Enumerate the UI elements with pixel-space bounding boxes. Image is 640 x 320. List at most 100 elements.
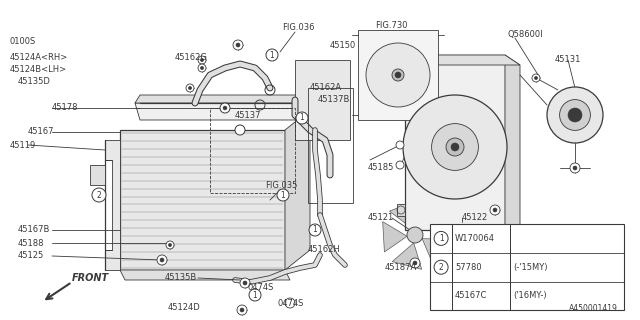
Text: 45150: 45150 — [330, 41, 356, 50]
Bar — [405, 55, 505, 230]
Circle shape — [223, 106, 227, 110]
Polygon shape — [90, 165, 105, 185]
Text: 0100S: 0100S — [10, 37, 36, 46]
Circle shape — [240, 308, 244, 312]
Text: 45185: 45185 — [368, 164, 394, 172]
Bar — [308, 88, 353, 203]
Bar — [120, 130, 285, 270]
Circle shape — [198, 56, 206, 64]
Text: FIG.730: FIG.730 — [375, 20, 408, 29]
Text: 45119: 45119 — [10, 140, 36, 149]
Bar — [210, 108, 295, 193]
Polygon shape — [505, 55, 520, 240]
Text: 45137B: 45137B — [318, 95, 350, 105]
Circle shape — [200, 67, 204, 69]
Text: 45135D: 45135D — [18, 77, 51, 86]
Text: 0474S: 0474S — [278, 299, 305, 308]
Polygon shape — [392, 243, 422, 269]
Text: W170064: W170064 — [455, 234, 495, 243]
Circle shape — [559, 100, 590, 131]
Text: 45178: 45178 — [52, 103, 79, 113]
Polygon shape — [374, 82, 394, 103]
Bar — [295, 60, 350, 140]
Polygon shape — [424, 99, 459, 135]
Text: 45124D: 45124D — [168, 303, 201, 313]
Bar — [397, 204, 405, 216]
Circle shape — [160, 258, 164, 262]
Circle shape — [92, 188, 106, 202]
Circle shape — [403, 95, 507, 199]
Text: Q58600I: Q58600I — [508, 30, 543, 39]
Text: 1: 1 — [300, 114, 305, 123]
Circle shape — [237, 305, 247, 315]
Text: 45124B<LH>: 45124B<LH> — [10, 65, 67, 74]
Circle shape — [568, 108, 582, 122]
Text: 45135B: 45135B — [165, 274, 197, 283]
Polygon shape — [383, 221, 407, 252]
Bar — [430, 224, 624, 310]
Text: 57780: 57780 — [455, 263, 482, 272]
Circle shape — [547, 87, 603, 143]
Text: 45188: 45188 — [18, 238, 45, 247]
Circle shape — [309, 224, 321, 236]
Text: 1: 1 — [269, 51, 275, 60]
Circle shape — [186, 84, 194, 92]
Circle shape — [249, 289, 261, 301]
Circle shape — [168, 244, 172, 247]
Circle shape — [366, 43, 430, 107]
Text: 45167: 45167 — [28, 127, 54, 137]
Circle shape — [410, 258, 420, 268]
Text: 45167B: 45167B — [18, 226, 51, 235]
Circle shape — [392, 69, 404, 81]
Polygon shape — [465, 106, 502, 138]
Text: 2: 2 — [97, 190, 101, 199]
Circle shape — [493, 208, 497, 212]
Circle shape — [236, 43, 240, 47]
Circle shape — [573, 166, 577, 170]
Circle shape — [534, 76, 538, 80]
Circle shape — [243, 281, 247, 285]
Circle shape — [235, 125, 245, 135]
Text: 45124A<RH>: 45124A<RH> — [10, 53, 68, 62]
Polygon shape — [422, 239, 450, 265]
Text: ('16MY-): ('16MY-) — [513, 292, 547, 300]
Bar — [358, 30, 438, 120]
Polygon shape — [467, 154, 502, 188]
Text: 45167C: 45167C — [455, 292, 488, 300]
Circle shape — [532, 74, 540, 82]
Polygon shape — [120, 270, 290, 280]
Circle shape — [220, 103, 230, 113]
Text: FIG.036: FIG.036 — [282, 23, 314, 33]
Text: 45187A: 45187A — [385, 263, 417, 273]
Text: 1: 1 — [280, 190, 285, 199]
Circle shape — [395, 72, 401, 78]
Text: 45162H: 45162H — [308, 245, 340, 254]
Text: 1: 1 — [312, 226, 317, 235]
Polygon shape — [105, 140, 120, 270]
Polygon shape — [405, 55, 427, 76]
Circle shape — [188, 86, 191, 90]
Circle shape — [413, 261, 417, 265]
Polygon shape — [135, 103, 310, 120]
Polygon shape — [135, 95, 310, 103]
Text: 45122: 45122 — [462, 213, 488, 222]
Text: 45131: 45131 — [555, 55, 581, 65]
Text: 1: 1 — [438, 234, 444, 243]
Circle shape — [296, 112, 308, 124]
Circle shape — [198, 64, 206, 72]
Text: 1: 1 — [253, 291, 257, 300]
Text: 45162A: 45162A — [310, 84, 342, 92]
Text: 45121: 45121 — [368, 213, 394, 222]
Text: 45137: 45137 — [235, 110, 262, 119]
Text: 45162G: 45162G — [175, 52, 208, 61]
Circle shape — [451, 143, 459, 151]
Polygon shape — [285, 110, 310, 270]
Text: FRONT: FRONT — [72, 273, 109, 283]
Circle shape — [407, 227, 423, 243]
Circle shape — [240, 278, 250, 288]
Circle shape — [200, 58, 204, 61]
Circle shape — [490, 205, 500, 215]
Text: 45125: 45125 — [18, 252, 44, 260]
Circle shape — [396, 141, 404, 149]
Circle shape — [233, 40, 243, 50]
